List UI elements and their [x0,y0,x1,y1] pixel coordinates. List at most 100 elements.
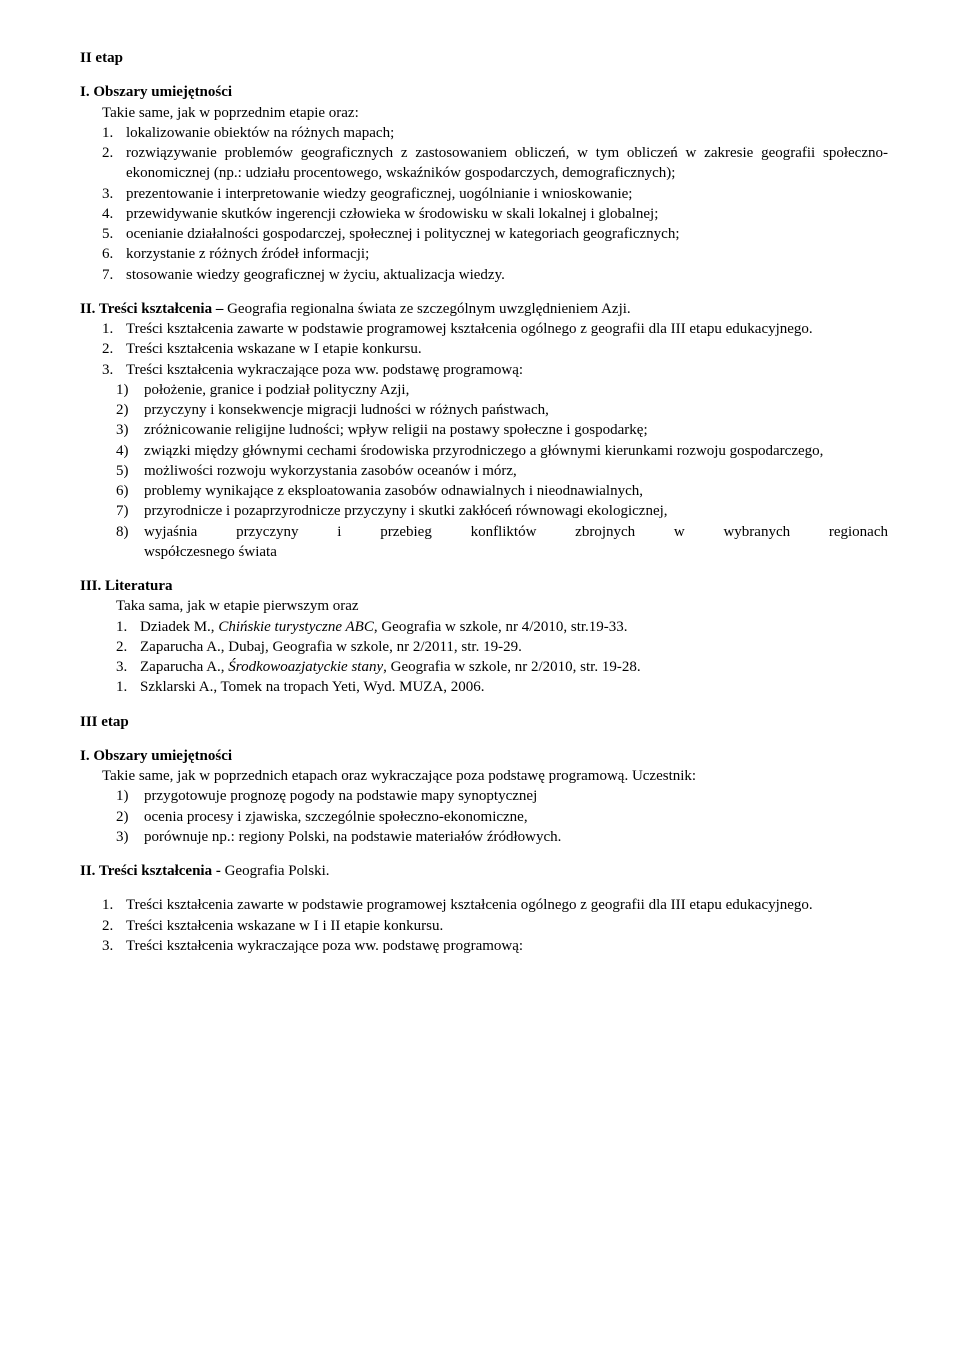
list-item: 1)położenie, granice i podział polityczn… [80,380,888,400]
list-text: przewidywanie skutków ingerencji człowie… [126,204,888,224]
list-number: 1. [102,123,126,143]
list-item: 7.stosowanie wiedzy geograficznej w życi… [80,265,888,285]
etap3-obszary-intro: Takie same, jak w poprzednich etapach or… [80,766,888,786]
list-item: 5)możliwości rozwoju wykorzystania zasob… [80,461,888,481]
list-item: 6.korzystanie z różnych źródeł informacj… [80,244,888,264]
heading-bold-part-3: II. Treści kształcenia - [80,863,225,879]
list-number: 6) [116,481,144,501]
list-text: rozwiązywanie problemów geograficznych z… [126,143,888,184]
list-item: 5.ocenianie działalności gospodarczej, s… [80,224,888,244]
list-item: 4)związki między głównymi cechami środow… [80,441,888,461]
lit-italic: Chińskie turystyczne ABC [218,619,374,635]
heading-bold-part: II. Treści kształcenia – [80,301,227,317]
lit-pre: Zaparucha A., [140,659,228,675]
list-item: 2.Treści kształcenia wskazane w I i II e… [80,916,888,936]
list-number: 3) [116,827,144,847]
list-item: 2.rozwiązywanie problemów geograficznych… [80,143,888,184]
etap2-obszary-intro: Takie same, jak w poprzednim etapie oraz… [80,103,888,123]
list-item: 3)zróżnicowanie religijne ludności; wpły… [80,420,888,440]
list-text: stosowanie wiedzy geograficznej w życiu,… [126,265,888,285]
literature-item: 1.Szklarski A., Tomek na tropach Yeti, W… [80,677,888,697]
list-item: 3.Treści kształcenia wykraczające poza w… [80,936,888,956]
list-number: 5) [116,461,144,481]
list-text: lokalizowanie obiektów na różnych mapach… [126,123,888,143]
literature-item: 1.Dziadek M., Chińskie turystyczne ABC, … [80,617,888,637]
list-number: 4. [102,204,126,224]
list-text: ocenianie działalności gospodarczej, spo… [126,224,888,244]
list-number: 1) [116,786,144,806]
list-number: 2. [102,143,126,184]
etap3-title: III etap [80,712,888,732]
list-text: zróżnicowanie religijne ludności; wpływ … [144,420,888,440]
list-item: 8)wyjaśnia przyczyny i przebieg konflikt… [80,522,888,563]
list-number: 3. [116,657,140,677]
list-text: prezentowanie i interpretowanie wiedzy g… [126,184,888,204]
list-text: Szklarski A., Tomek na tropach Yeti, Wyd… [140,677,888,697]
list-number: 1. [116,617,140,637]
list-number: 3) [116,420,144,440]
lit-post: , Geografia w szkole, nr 4/2010, str.19-… [374,619,628,635]
list-number: 2) [116,400,144,420]
list-number: 1. [102,319,126,339]
list-number: 2. [102,339,126,359]
lit-post: , Geografia w szkole, nr 2/2010, str. 19… [383,659,640,675]
list-item: 7)przyrodnicze i pozaprzyrodnicze przycz… [80,501,888,521]
lit-italic: Środkowoazjatyckie stany [228,659,383,675]
list-item: 6)problemy wynikające z eksploatowania z… [80,481,888,501]
heading-rest: Geografia regionalna świata ze szczególn… [227,301,631,317]
etap3-tresci-heading: II. Treści kształcenia - Geografia Polsk… [80,861,888,881]
list-number: 2) [116,807,144,827]
etap2-tresci-sublist: 1)położenie, granice i podział polityczn… [80,380,888,562]
literature-item: 3.Zaparucha A., Środkowoazjatyckie stany… [80,657,888,677]
list-number: 3. [102,936,126,956]
list-text: przyczyny i konsekwencje migracji ludnoś… [144,400,888,420]
list-text: Zaparucha A., Dubaj, Geografia w szkole,… [140,637,888,657]
list-item: 2.Treści kształcenia wskazane w I etapie… [80,339,888,359]
list-number: 2. [102,916,126,936]
list-text-line1: wyjaśnia przyczyny i przebieg konfliktów… [144,522,888,542]
list-item: 3)porównuje np.: regiony Polski, na pods… [80,827,888,847]
list-text: Zaparucha A., Środkowoazjatyckie stany, … [140,657,888,677]
list-text: przygotowuje prognozę pogody na podstawi… [144,786,888,806]
list-number: 7. [102,265,126,285]
list-number: 7) [116,501,144,521]
list-text: Treści kształcenia wykraczające poza ww.… [126,936,888,956]
etap2-lit-intro: Taka sama, jak w etapie pierwszym oraz [80,596,888,616]
list-text: Treści kształcenia zawarte w podstawie p… [126,895,888,915]
list-number: 3. [102,360,126,380]
literature-item: 2.Zaparucha A., Dubaj, Geografia w szkol… [80,637,888,657]
list-number: 1) [116,380,144,400]
list-text: Dziadek M., Chińskie turystyczne ABC, Ge… [140,617,888,637]
list-text-line2: współczesnego świata [144,542,888,562]
etap2-obszary-list: 1.lokalizowanie obiektów na różnych mapa… [80,123,888,285]
heading-rest-3: Geografia Polski. [225,863,330,879]
etap2-tresci-heading: II. Treści kształcenia – Geografia regio… [80,299,888,319]
list-item: 3.prezentowanie i interpretowanie wiedzy… [80,184,888,204]
list-text: wyjaśnia przyczyny i przebieg konfliktów… [144,522,888,563]
list-text: położenie, granice i podział polityczny … [144,380,888,400]
list-number: 4) [116,441,144,461]
list-number: 1. [116,677,140,697]
etap2-tresci-list: 1.Treści kształcenia zawarte w podstawie… [80,319,888,380]
list-item: 2)przyczyny i konsekwencje migracji ludn… [80,400,888,420]
list-text: Treści kształcenia wykraczające poza ww.… [126,360,888,380]
list-text: związki między głównymi cechami środowis… [144,441,888,461]
list-item: 2)ocenia procesy i zjawiska, szczególnie… [80,807,888,827]
list-text: Treści kształcenia wskazane w I i II eta… [126,916,888,936]
list-text: przyrodnicze i pozaprzyrodnicze przyczyn… [144,501,888,521]
list-number: 5. [102,224,126,244]
list-text: możliwości rozwoju wykorzystania zasobów… [144,461,888,481]
etap2-title: II etap [80,48,888,68]
list-text: ocenia procesy i zjawiska, szczególnie s… [144,807,888,827]
list-text: Treści kształcenia wskazane w I etapie k… [126,339,888,359]
list-text: korzystanie z różnych źródeł informacji; [126,244,888,264]
list-item: 4.przewidywanie skutków ingerencji człow… [80,204,888,224]
lit-pre: Dziadek M., [140,619,218,635]
etap2-lit-list: 1.Dziadek M., Chińskie turystyczne ABC, … [80,617,888,698]
etap3-tresci-list: 1.Treści kształcenia zawarte w podstawie… [80,895,888,956]
list-text: porównuje np.: regiony Polski, na podsta… [144,827,888,847]
list-item: 1.Treści kształcenia zawarte w podstawie… [80,895,888,915]
etap3-obszary-heading: I. Obszary umiejętności [80,746,888,766]
list-item: 1.lokalizowanie obiektów na różnych mapa… [80,123,888,143]
list-item: 1.Treści kształcenia zawarte w podstawie… [80,319,888,339]
